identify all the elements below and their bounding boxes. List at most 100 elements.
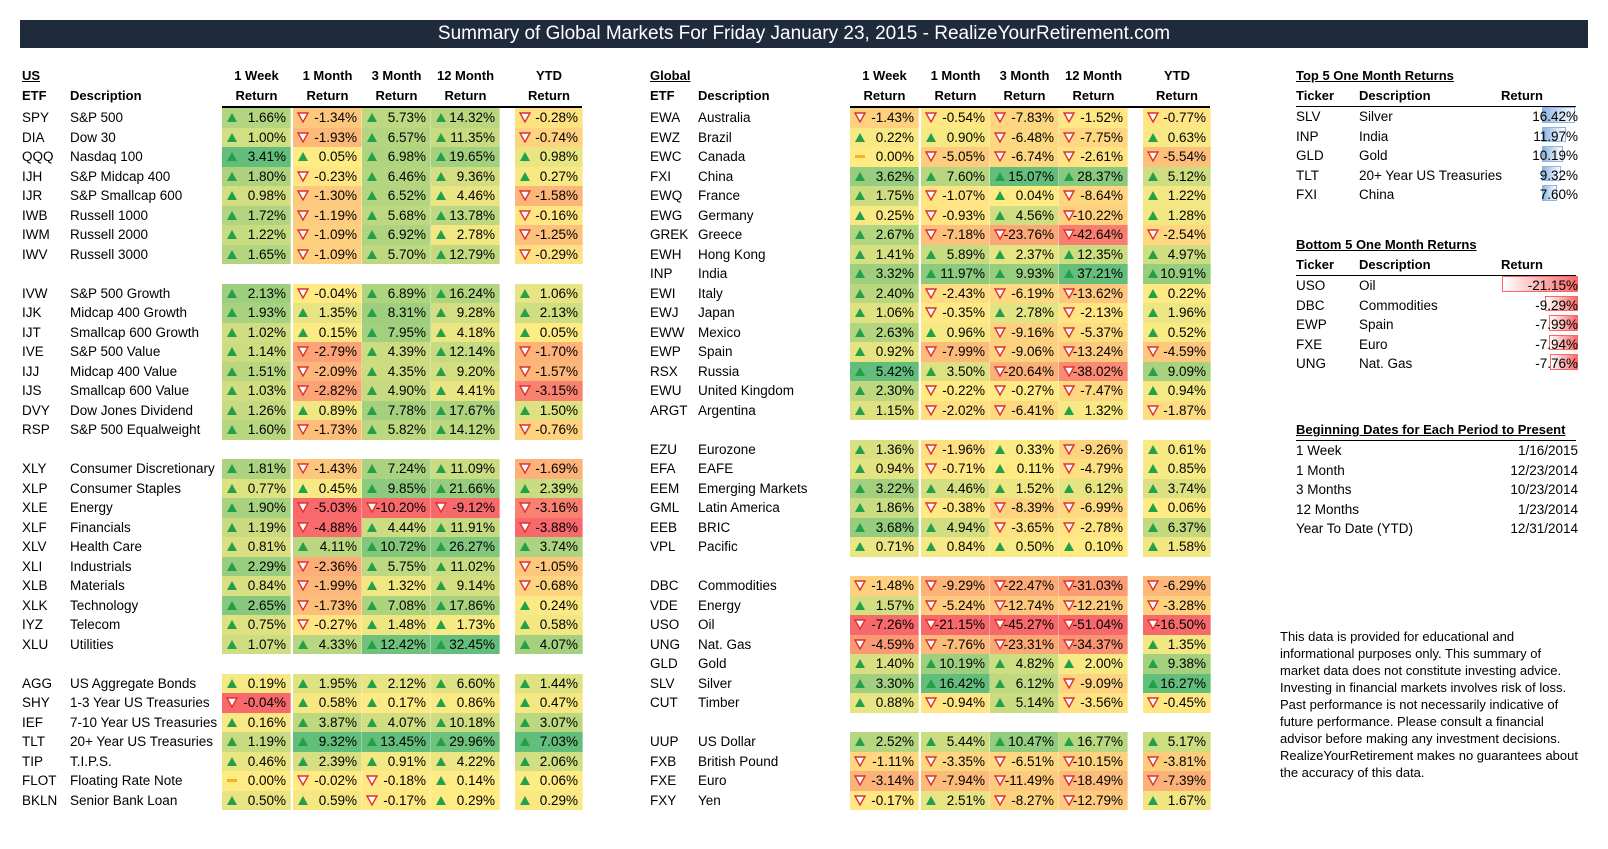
return-value: -6.29%: [1163, 578, 1206, 593]
return-cell: 4.33%: [293, 634, 362, 654]
up-arrow-icon: [1148, 249, 1158, 259]
return-header: Return: [1501, 257, 1543, 272]
up-arrow-icon: [855, 210, 865, 220]
return-value: -3.56%: [1080, 695, 1123, 710]
return-cell: 4.18%: [431, 322, 500, 342]
return-cell: 0.71%: [850, 537, 919, 557]
etf-description: Dow 30: [70, 129, 116, 145]
etf-description: British Pound: [698, 753, 779, 769]
return-cell: -4.79%: [1059, 459, 1128, 479]
etf-ticker: CUT: [650, 695, 678, 710]
up-arrow-icon: [520, 678, 530, 688]
up-arrow-icon: [367, 464, 377, 473]
period-header-4: 12 Month: [436, 68, 495, 83]
return-cell: 1.22%: [222, 225, 291, 245]
table-row: IYZ Telecom 0.75% -0.27% 1.48% 1.73% 0.58%: [22, 615, 592, 635]
period-header-4: 12 Month: [1064, 68, 1123, 83]
period-date: 12/23/2014: [1510, 462, 1578, 478]
return-cell: 0.52%: [1143, 322, 1211, 342]
description: 20+ Year US Treasuries: [1359, 167, 1502, 183]
ranking-row: INP India 11.97%: [1296, 126, 1586, 147]
down-arrow-icon: [297, 560, 309, 572]
return-value: 29.96%: [449, 734, 495, 749]
return-cell: 14.12%: [431, 420, 500, 440]
down-arrow-icon: [925, 346, 937, 357]
return-value: 0.24%: [539, 597, 578, 613]
return-cell: -1.99%: [293, 576, 362, 596]
up-arrow-icon: [436, 230, 446, 239]
up-arrow-icon: [855, 698, 865, 707]
return-value: 13.78%: [449, 207, 495, 223]
return-cell: -1.05%: [515, 556, 583, 576]
return-value: -1.73%: [314, 597, 357, 613]
down-arrow-icon: [519, 190, 531, 201]
return-value: 16.42%: [939, 675, 985, 691]
etf-description: Italy: [698, 285, 723, 301]
return-value: -0.76%: [535, 422, 578, 437]
return-value: -1.43%: [314, 461, 357, 476]
header-rule: [850, 106, 1210, 108]
return-value: 0.47%: [539, 695, 578, 710]
return-header: Return: [1501, 88, 1543, 103]
return-cell: 9.09%: [1143, 361, 1211, 381]
table-row: FXI China 3.62% 7.60% 15.07% 28.37% 5.12%: [650, 166, 1220, 186]
table-row: EWG Germany 0.25% -0.93% 4.56% -10.22% 1.28%: [650, 205, 1220, 225]
return-cell: -6.29%: [1143, 576, 1211, 596]
return-cell: 14.32%: [431, 108, 500, 128]
return-value: 1.19%: [247, 519, 286, 535]
return-cell: 7.24%: [362, 459, 431, 479]
return-value: 1.50%: [539, 402, 578, 418]
return-cell: -3.16%: [515, 498, 583, 518]
table-row: FXE Euro -3.14% -7.94% -11.49% -18.49% -7.39%: [650, 771, 1220, 791]
table-row: DVY Dow Jones Dividend 1.26% 0.89% 7.78% 17.6…: [22, 400, 592, 420]
table-row: BKLN Senior Bank Loan 0.50% 0.59% -0.17% 0.29…: [22, 790, 592, 810]
up-arrow-icon: [855, 191, 865, 200]
return-value: 17.86%: [449, 597, 495, 613]
down-arrow-icon: [1147, 229, 1159, 240]
return-cell: 4.97%: [1143, 244, 1211, 264]
etf-description: S&P Midcap 400: [70, 168, 171, 184]
up-arrow-icon: [298, 717, 308, 727]
return-cell: 0.98%: [515, 147, 583, 167]
up-arrow-icon: [298, 483, 308, 493]
return-cell: 5.68%: [362, 205, 431, 225]
return-value: 4.82%: [1015, 656, 1054, 671]
table-row: SHY 1-3 Year US Treasuries -0.04% 0.58% 0.17…: [22, 693, 592, 713]
up-arrow-icon: [298, 308, 308, 317]
down-arrow-icon: [519, 131, 531, 143]
up-arrow-icon: [520, 776, 530, 785]
return-value: 7.03%: [539, 734, 578, 749]
etf-description: S&P 500 Value: [70, 344, 161, 359]
up-arrow-icon: [855, 327, 865, 337]
ranking-row: EWP Spain -7.99%: [1296, 315, 1586, 335]
return-value: 7.60%: [946, 168, 985, 184]
return-cell: -1.58%: [515, 186, 583, 206]
return-cell: 0.58%: [515, 615, 583, 635]
return-cell: 2.78%: [431, 225, 500, 245]
return-value: 4.41%: [456, 383, 495, 398]
description: Oil: [1359, 278, 1376, 293]
return-header: Return: [306, 88, 349, 103]
return-cell: -1.48%: [850, 576, 919, 596]
return-cell: 0.84%: [921, 537, 990, 557]
return-value: 2.65%: [247, 597, 286, 613]
return-value: -2.02%: [942, 402, 985, 418]
return-cell: 1.52%: [990, 478, 1059, 498]
table-row: FLOT Floating Rate Note 0.00% -0.02% -0.18% 0…: [22, 771, 592, 791]
down-arrow-icon: [994, 638, 1006, 650]
down-arrow-icon: [925, 112, 937, 123]
return-value: 4.46%: [946, 480, 985, 496]
down-arrow-icon: [297, 190, 309, 201]
up-arrow-icon: [1148, 542, 1158, 551]
etf-description: Health Care: [70, 539, 143, 554]
down-arrow-icon: [519, 112, 531, 123]
etf-ticker: AGG: [22, 675, 53, 691]
etf-ticker: TIP: [22, 753, 44, 769]
return-value: 4.07%: [387, 714, 426, 730]
ranking-row: TLT 20+ Year US Treasuries 9.32%: [1296, 165, 1586, 186]
up-arrow-icon: [1064, 659, 1074, 668]
table-row: IJJ Midcap 400 Value 1.51% -2.09% 4.35% 9.20%…: [22, 361, 592, 381]
down-arrow-icon: [994, 131, 1006, 143]
up-arrow-icon: [926, 659, 936, 668]
table-row: FXY Yen -0.17% 2.51% -8.27% -12.79% 1.67%: [650, 790, 1220, 810]
